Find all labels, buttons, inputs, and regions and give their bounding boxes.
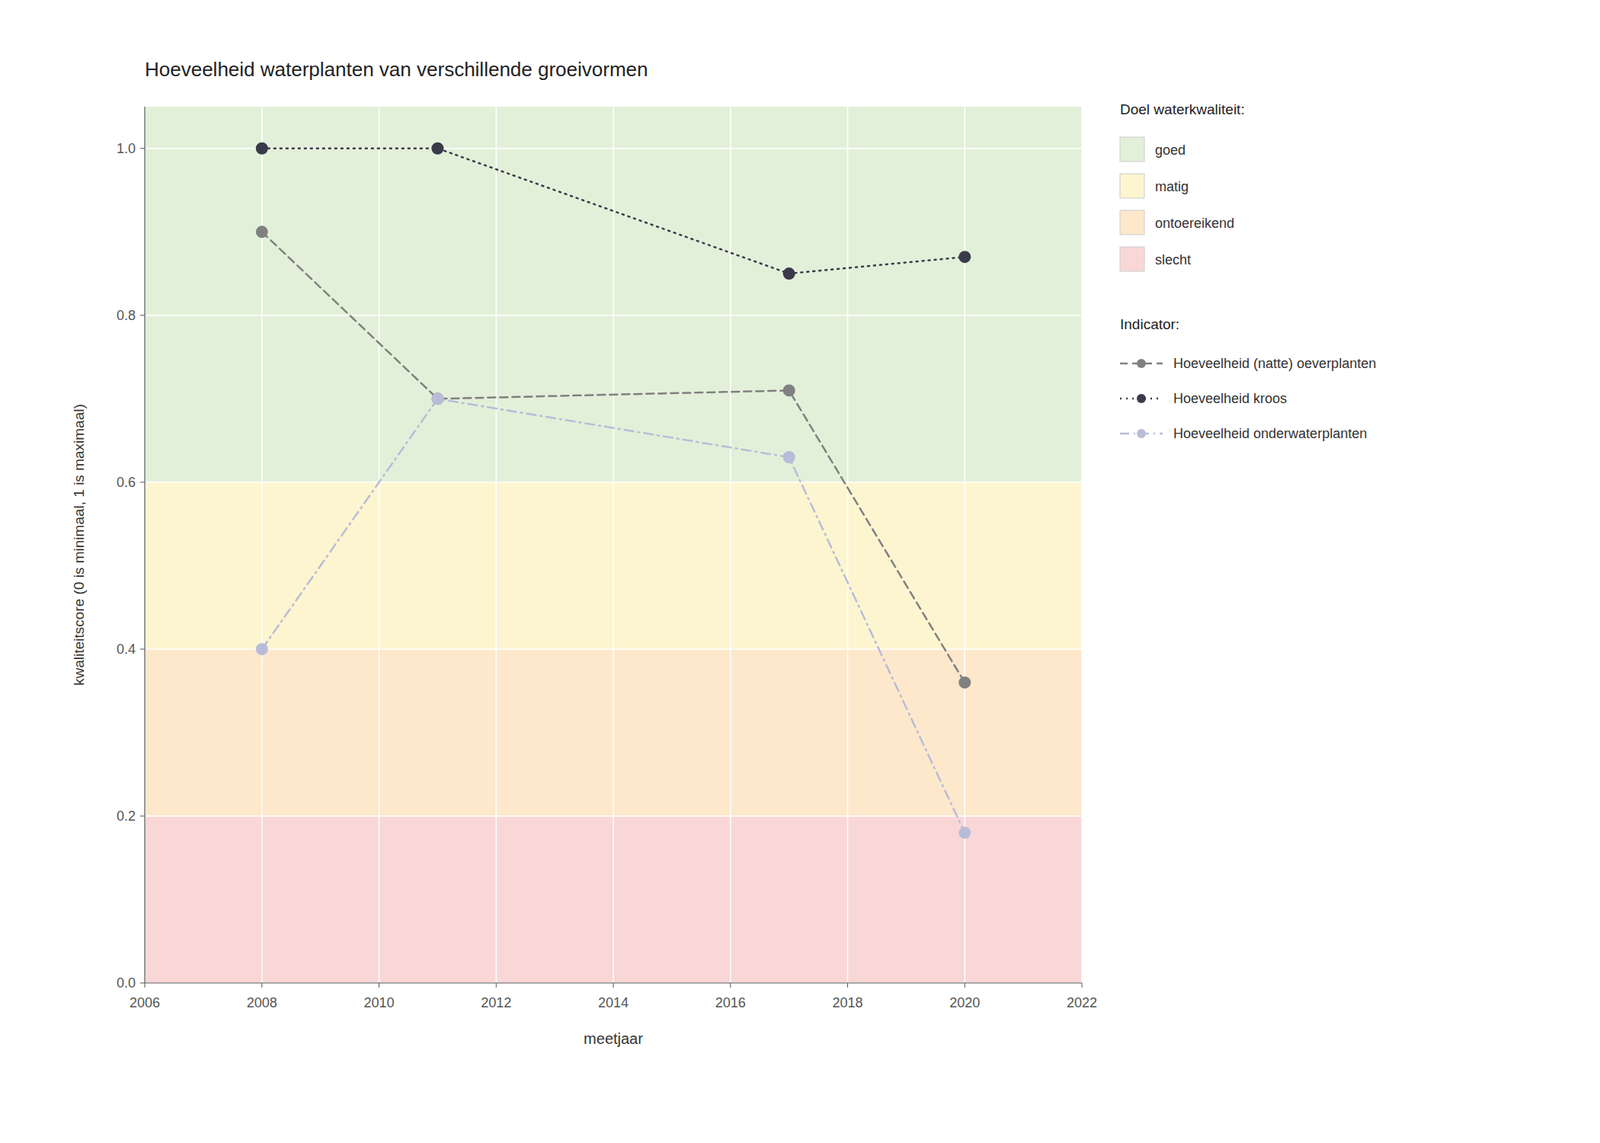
x-tick xyxy=(144,982,146,988)
legend-marker xyxy=(1136,428,1146,439)
x-axis-label: meetjaar xyxy=(583,1030,644,1047)
x-tick-label: 2014 xyxy=(598,995,629,1011)
y-tick-label: 0.6 xyxy=(116,474,136,490)
grid-line-x xyxy=(496,106,498,983)
series-point xyxy=(256,142,269,155)
x-tick xyxy=(378,982,380,988)
y-tick-label: 0.0 xyxy=(116,975,136,991)
y-tick xyxy=(140,147,145,149)
legend-label: matig xyxy=(1155,179,1189,195)
legend-title: Doel waterkwaliteit: xyxy=(1120,101,1245,118)
series-point xyxy=(958,676,971,689)
series-point xyxy=(958,826,971,839)
x-tick-label: 2020 xyxy=(949,995,980,1011)
x-tick xyxy=(613,982,615,988)
x-tick xyxy=(847,982,848,988)
legend-swatch xyxy=(1120,137,1145,162)
series-point xyxy=(783,267,796,280)
x-tick-label: 2006 xyxy=(129,995,160,1011)
y-tick xyxy=(140,982,145,984)
grid xyxy=(144,106,1082,983)
series-point xyxy=(431,392,444,405)
x-tick xyxy=(729,982,731,988)
series-point xyxy=(256,225,269,238)
legend-title: Indicator: xyxy=(1120,316,1180,333)
grid-line-x xyxy=(144,106,146,983)
chart: 2006 2008 2010 2012 2014 2016 2018 2020 2022 0.0 0… xyxy=(0,0,1600,1143)
y-tick-label: 1.0 xyxy=(116,140,136,157)
legend-swatch xyxy=(1120,173,1145,199)
grid-line-y xyxy=(144,314,1082,317)
y-tick-label: 0.2 xyxy=(116,808,136,824)
title: Hoeveelheid waterplanten van verschillen… xyxy=(144,57,649,81)
x-tick xyxy=(964,982,966,988)
y-axis-line xyxy=(144,106,145,983)
x-tick-label: 2016 xyxy=(715,995,746,1011)
grid-line-x xyxy=(729,106,732,983)
legend-label: goed xyxy=(1155,142,1186,158)
x-tick xyxy=(261,982,263,988)
legend-swatch xyxy=(1120,246,1145,272)
grid-line-y xyxy=(144,648,1082,650)
legend-label: Hoeveelheid (natte) oeverplanten xyxy=(1173,355,1376,372)
grid-line-x xyxy=(847,106,849,983)
legend-marker xyxy=(1136,393,1146,404)
grid-line-x xyxy=(612,106,615,983)
y-tick xyxy=(140,314,145,316)
series xyxy=(256,142,972,839)
series-legend: Indicator: Hoeveelheid (natte) oeverplant… xyxy=(1120,316,1376,442)
y-tick xyxy=(140,815,145,816)
grid-line-y xyxy=(144,815,1082,817)
y-tick xyxy=(140,648,145,650)
series-line xyxy=(262,231,966,682)
legend-marker xyxy=(1136,358,1146,368)
y-tick xyxy=(140,481,145,483)
series-point xyxy=(256,643,269,656)
grid-line-y xyxy=(144,481,1082,484)
legend-swatch xyxy=(1120,210,1145,235)
grid-line-x xyxy=(1081,106,1083,983)
x-tick-label: 2008 xyxy=(246,995,278,1011)
grid-line-x xyxy=(378,106,381,983)
series-point xyxy=(431,142,444,155)
legend-label: ontoereikend xyxy=(1155,215,1235,231)
x-tick-label: 2018 xyxy=(832,995,863,1011)
x-tick-label: 2010 xyxy=(363,995,394,1011)
x-tick xyxy=(496,982,497,988)
x-tick-label: 2012 xyxy=(480,995,512,1011)
y-tick-label: 0.4 xyxy=(116,641,136,657)
y-tick-label: 0.8 xyxy=(116,307,136,324)
x-tick-label: 2022 xyxy=(1066,995,1098,1011)
series-point xyxy=(958,250,971,263)
series-line xyxy=(262,398,966,833)
y-axis-label: kwaliteitscore (0 is minimaal, 1 is maxi… xyxy=(70,403,87,686)
legend-label: slecht xyxy=(1155,252,1191,268)
series-point xyxy=(783,384,796,397)
zones xyxy=(144,106,1082,983)
x-tick xyxy=(1081,982,1083,988)
zone-legend: Doel waterkwaliteit: goed matig ontoereiken… xyxy=(1120,101,1245,272)
legend-label: Hoeveelheid onderwaterplanten xyxy=(1173,425,1367,442)
series-point xyxy=(431,392,444,405)
grid-line-x xyxy=(964,106,967,983)
series-point xyxy=(783,451,796,464)
legend-label: Hoeveelheid kroos xyxy=(1173,390,1287,407)
grid-line-x xyxy=(261,106,263,983)
series-line xyxy=(262,148,966,274)
